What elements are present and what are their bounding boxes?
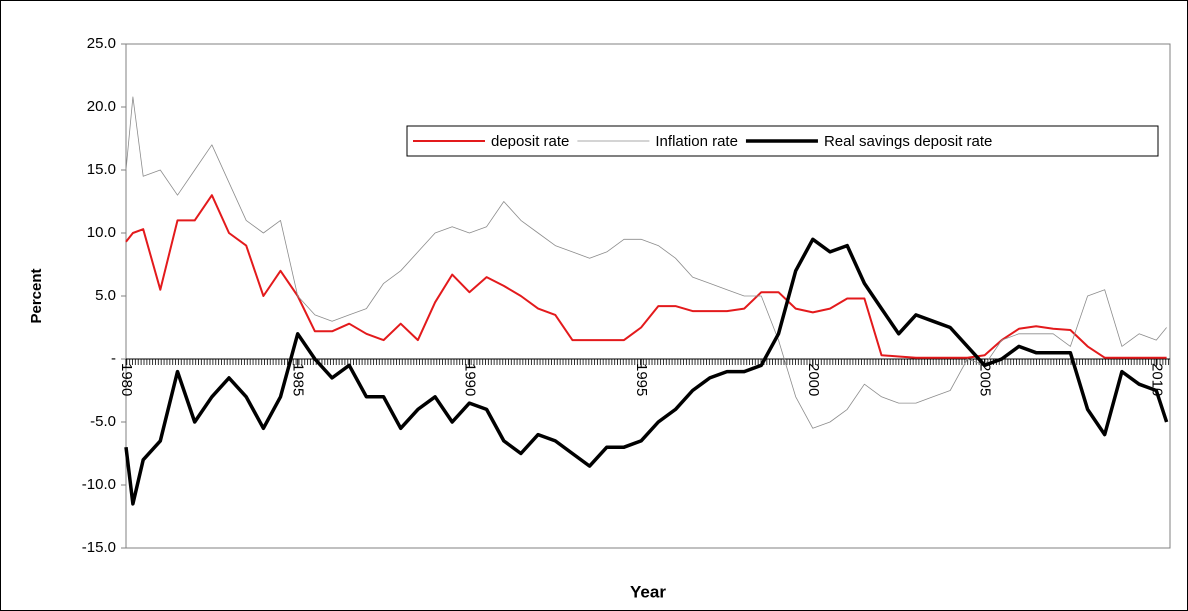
y-tick-label: -10.0: [82, 476, 116, 493]
legend: deposit rate Inflation rate Real savings d…: [406, 125, 1159, 157]
y-tick-label: -5.0: [90, 413, 116, 430]
x-minor-ticks: [126, 359, 1170, 365]
y-tick-label: -15.0: [82, 539, 116, 556]
legend-label: Real savings deposit rate: [824, 133, 992, 150]
y-tick-label: 5.0: [95, 287, 116, 304]
legend-label: Inflation rate: [655, 133, 738, 150]
y-tick-label: -: [111, 350, 116, 367]
y-tick-label: 10.0: [87, 224, 116, 241]
series-line: [125, 96, 1167, 429]
series-line: [125, 194, 1167, 359]
x-tick-label: 1995: [633, 363, 650, 396]
x-tick-label: 2000: [805, 363, 822, 396]
x-tick-label: 2005: [977, 363, 994, 396]
x-tick-label: 1980: [118, 363, 135, 396]
legend-label: deposit rate: [491, 133, 569, 150]
x-tick-label: 1990: [461, 363, 478, 396]
series-line: [124, 237, 1169, 506]
y-tick-label: 15.0: [87, 161, 116, 178]
y-axis-label: Percent: [28, 268, 45, 323]
x-axis-label: Year: [630, 582, 666, 601]
y-tick-label: 25.0: [87, 35, 116, 52]
x-tick-label: 1985: [290, 363, 307, 396]
y-tick-label: 20.0: [87, 98, 116, 115]
